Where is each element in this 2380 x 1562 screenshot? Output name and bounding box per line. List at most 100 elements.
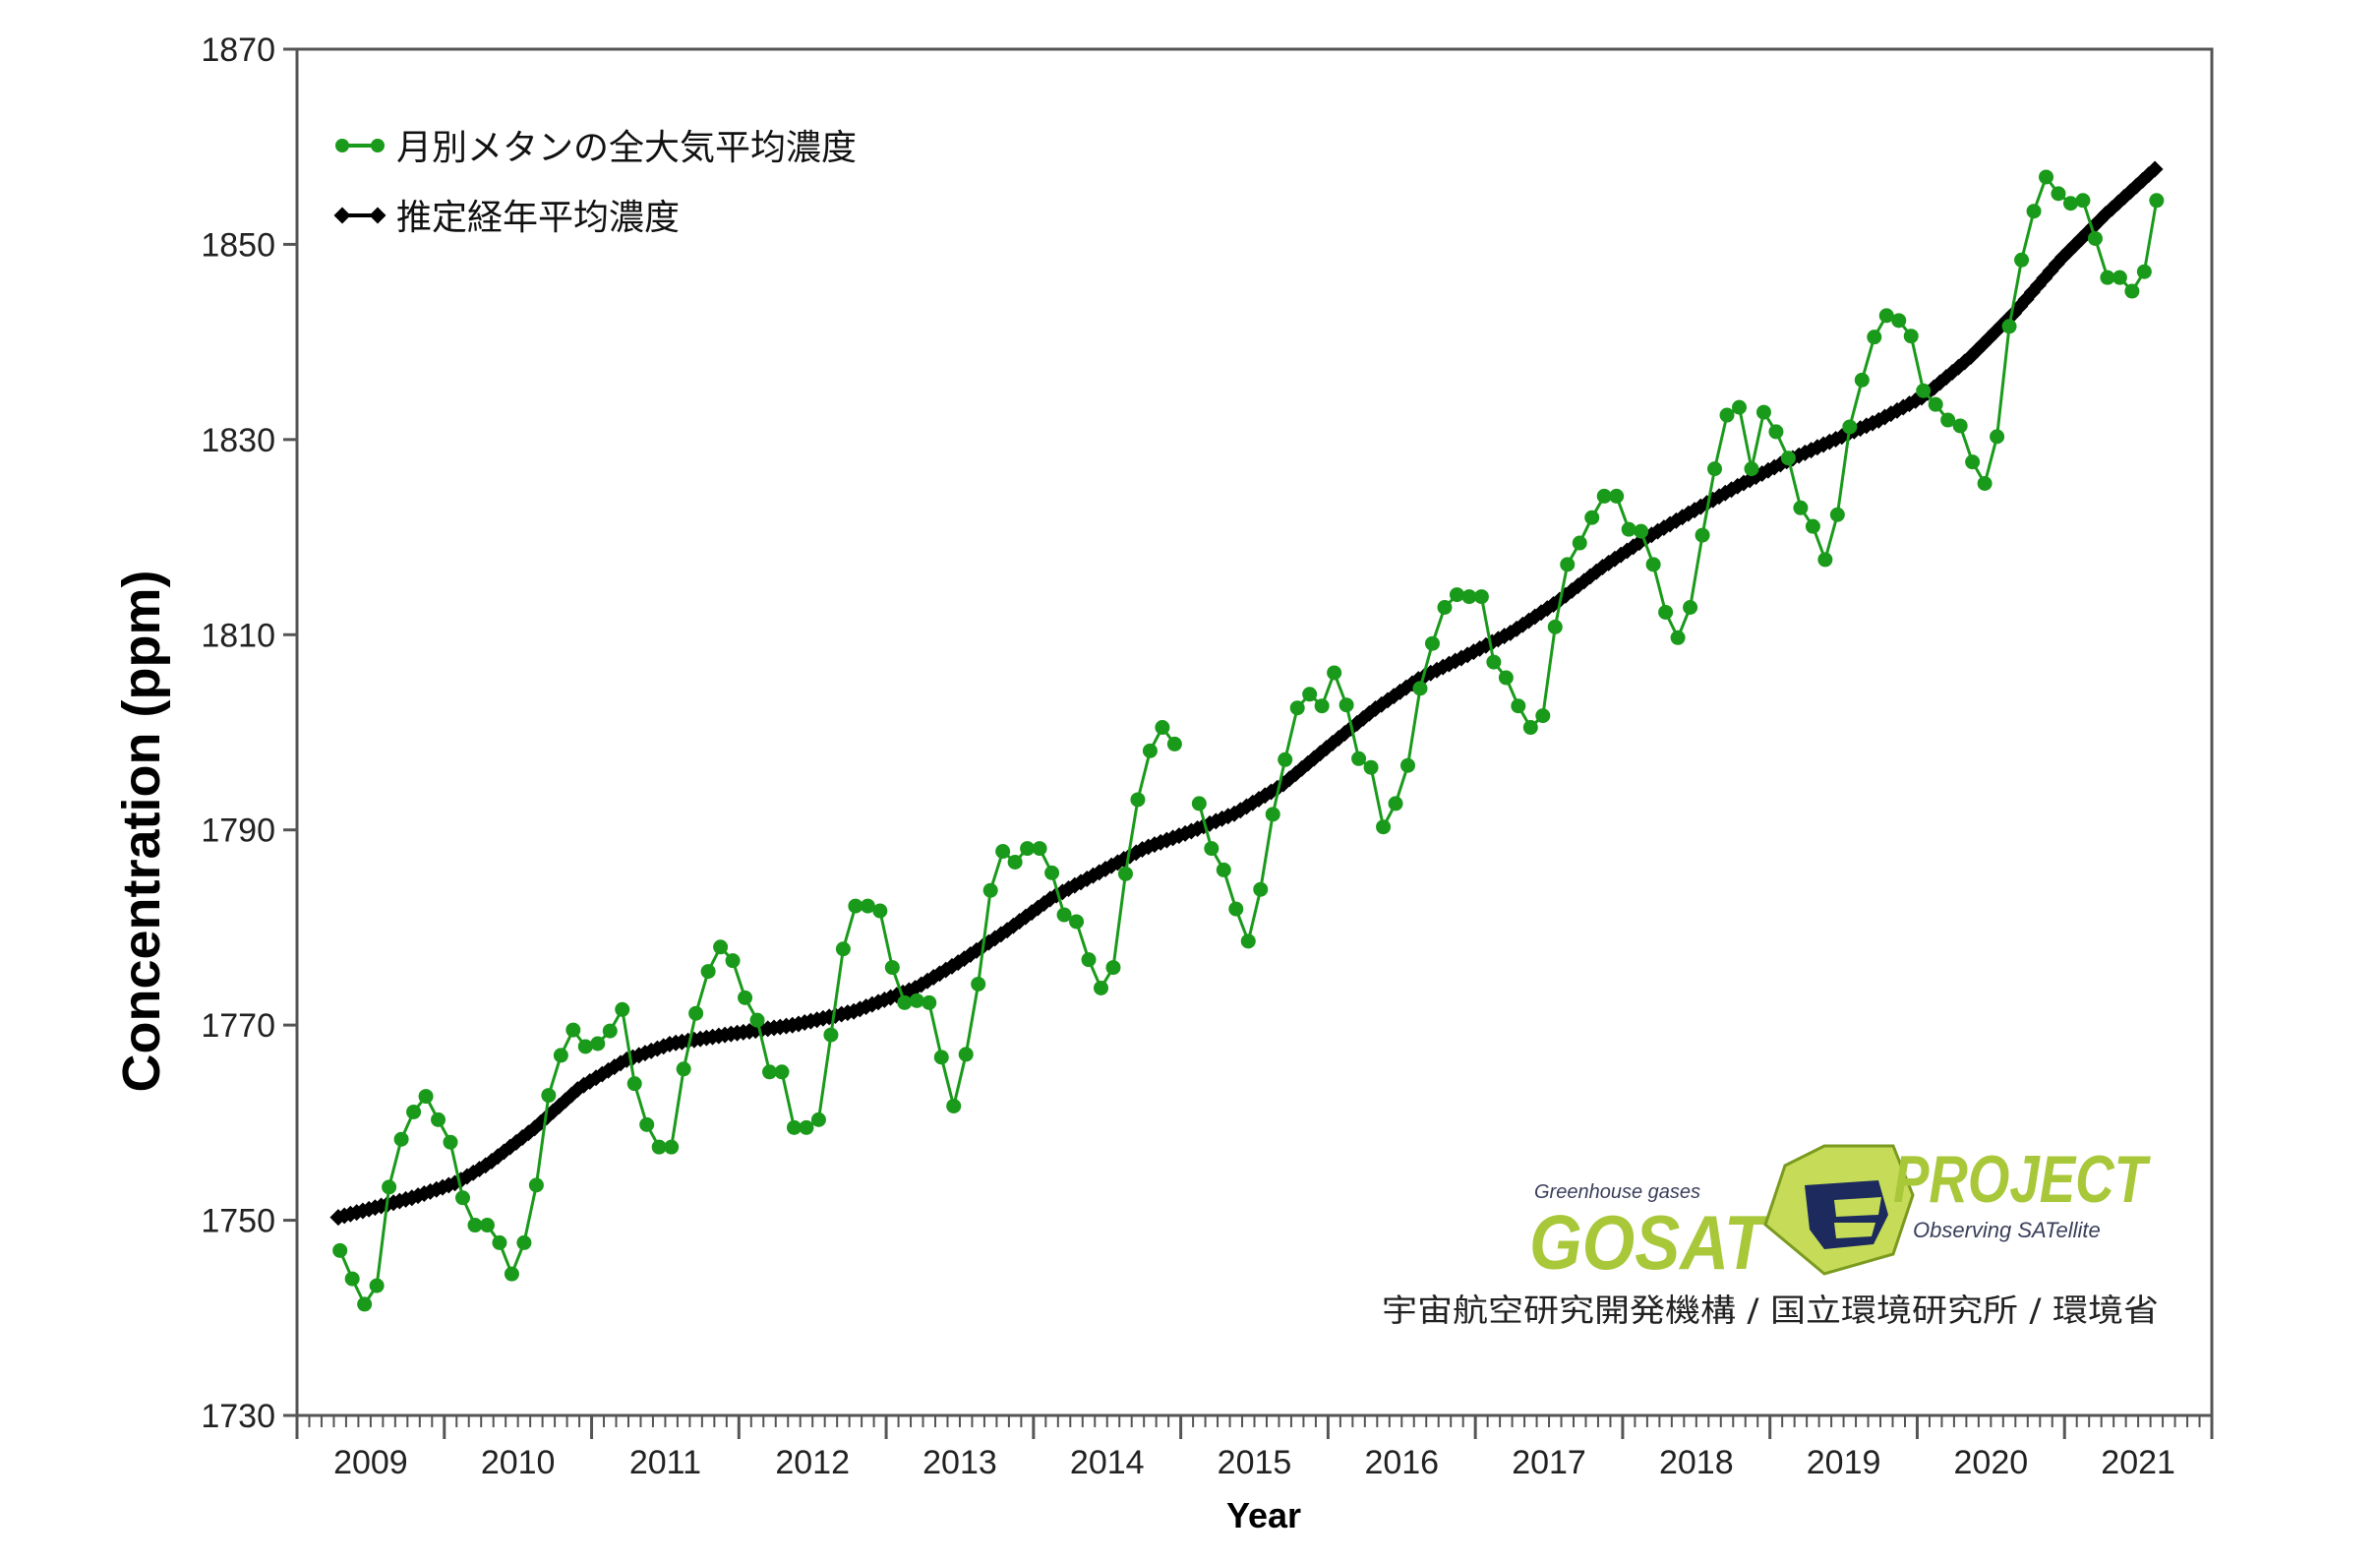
monthly-point bbox=[810, 1111, 826, 1127]
legend: 月別メタンの全大気平均濃度 推定経年平均濃度 bbox=[333, 128, 857, 238]
monthly-point bbox=[357, 1296, 373, 1312]
monthly-point bbox=[713, 939, 729, 955]
monthly-point bbox=[1670, 630, 1686, 645]
monthly-point bbox=[2014, 252, 2030, 268]
monthly-point bbox=[2149, 193, 2165, 209]
x-tick-label: 2010 bbox=[481, 1444, 556, 1481]
monthly-point bbox=[1891, 313, 1907, 329]
monthly-point bbox=[1105, 960, 1121, 976]
monthly-point bbox=[541, 1088, 557, 1104]
monthly-point bbox=[1486, 654, 1502, 670]
monthly-point bbox=[1645, 557, 1661, 572]
monthly-point bbox=[2112, 270, 2127, 285]
monthly-point bbox=[995, 844, 1011, 860]
monthly-point bbox=[1265, 807, 1280, 822]
monthly-point bbox=[1081, 952, 1097, 968]
monthly-point bbox=[1056, 907, 1072, 923]
monthly-point bbox=[1928, 396, 1943, 412]
monthly-point bbox=[344, 1271, 360, 1287]
monthly-point bbox=[504, 1266, 519, 1282]
monthly-point bbox=[1032, 841, 1047, 857]
monthly-line bbox=[1197, 173, 2159, 946]
monthly-point bbox=[431, 1111, 446, 1127]
monthly-point bbox=[602, 1023, 618, 1039]
monthly-point bbox=[382, 1179, 397, 1195]
monthly-point bbox=[1842, 419, 1858, 435]
monthly-point bbox=[577, 1039, 593, 1054]
monthly-point bbox=[1731, 399, 1747, 415]
monthly-point bbox=[2039, 169, 2054, 185]
monthly-point bbox=[1903, 329, 1919, 344]
monthly-point bbox=[1878, 308, 1894, 324]
logo-gosat: GOSAT bbox=[1529, 1199, 1771, 1286]
monthly-point bbox=[897, 994, 913, 1010]
monthly-point bbox=[1780, 451, 1796, 466]
monthly-point bbox=[1351, 751, 1367, 766]
monthly-point bbox=[516, 1234, 532, 1250]
monthly-point bbox=[1634, 523, 1649, 539]
monthly-point bbox=[1093, 980, 1108, 995]
monthly-point bbox=[1412, 681, 1428, 696]
monthly-point bbox=[1658, 604, 1674, 620]
monthly-point bbox=[565, 1022, 581, 1038]
monthly-point bbox=[1278, 751, 1293, 767]
monthly-point bbox=[1522, 720, 1538, 736]
monthly-point bbox=[1867, 330, 1882, 345]
monthly-point bbox=[1216, 862, 1231, 877]
monthly-point bbox=[1339, 697, 1354, 713]
monthly-point bbox=[2051, 186, 2066, 202]
monthly-point bbox=[1916, 383, 1932, 398]
monthly-point bbox=[982, 882, 998, 898]
series-trend bbox=[329, 160, 2164, 1227]
monthly-point bbox=[1498, 670, 1514, 686]
monthly-point bbox=[1376, 819, 1392, 835]
monthly-point bbox=[799, 1119, 814, 1135]
monthly-point bbox=[651, 1139, 667, 1155]
monthly-point bbox=[971, 976, 986, 991]
monthly-point bbox=[1621, 521, 1636, 537]
monthly-point bbox=[688, 1005, 704, 1021]
y-tick-label: 1770 bbox=[201, 1007, 275, 1045]
monthly-point bbox=[823, 1027, 839, 1043]
monthly-point bbox=[1069, 914, 1085, 930]
legend-label-trend: 推定経年平均濃度 bbox=[396, 198, 680, 238]
monthly-point bbox=[2001, 319, 2017, 334]
monthly-point bbox=[615, 1001, 630, 1017]
monthly-point bbox=[774, 1064, 790, 1080]
x-tick-label: 2017 bbox=[1512, 1444, 1586, 1481]
y-tick-label: 1750 bbox=[201, 1203, 275, 1240]
monthly-point bbox=[1940, 412, 1956, 428]
monthly-point bbox=[454, 1190, 470, 1206]
monthly-point bbox=[1596, 488, 1612, 504]
monthly-point bbox=[2100, 270, 2115, 285]
y-axis-ticks: 1730 1750 1770 1790 1810 1830 1850 1870 bbox=[201, 31, 297, 1435]
x-tick-label: 2011 bbox=[629, 1444, 701, 1481]
monthly-point bbox=[1166, 736, 1182, 751]
monthly-point bbox=[738, 990, 753, 1005]
trend-line bbox=[337, 167, 2157, 1220]
monthly-point bbox=[2124, 283, 2140, 299]
monthly-point bbox=[958, 1047, 974, 1062]
monthly-point bbox=[1965, 454, 1981, 470]
monthly-point bbox=[1854, 372, 1870, 388]
monthly-point bbox=[332, 1242, 348, 1258]
monthly-point bbox=[2136, 264, 2152, 279]
monthly-point bbox=[676, 1061, 691, 1077]
monthly-point bbox=[443, 1134, 458, 1150]
monthly-point bbox=[922, 994, 937, 1010]
monthly-point bbox=[762, 1064, 778, 1080]
monthly-point bbox=[1768, 424, 1784, 440]
monthly-point bbox=[590, 1036, 606, 1051]
legend-marker-green bbox=[335, 139, 349, 152]
monthly-point bbox=[492, 1234, 507, 1250]
monthly-point bbox=[2062, 196, 2078, 211]
monthly-point bbox=[1952, 418, 1968, 434]
monthly-point bbox=[1044, 865, 1060, 880]
x-tick-label: 2015 bbox=[1218, 1444, 1292, 1481]
x-tick-label: 2013 bbox=[922, 1444, 997, 1481]
y-axis-title: Concentration (ppm) bbox=[112, 571, 171, 1093]
logo-subtitle: Observing SATellite bbox=[1913, 1218, 2101, 1242]
monthly-point bbox=[1228, 901, 1244, 917]
monthly-point bbox=[1191, 796, 1207, 811]
monthly-point bbox=[1511, 698, 1526, 714]
